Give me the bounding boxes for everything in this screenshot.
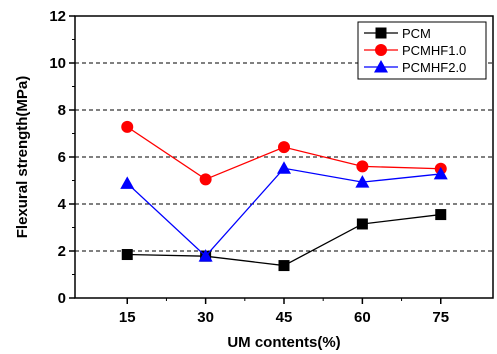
series-line [126,167,441,258]
axis-ticks: 0 2 4 6 8 10 12 15 30 45 60 75 [49,8,449,326]
legend-label: PCMHF1.0 [402,43,466,58]
data-point [356,218,368,230]
y-tick-label: 2 [58,243,66,260]
data-point [433,166,448,180]
data-point [355,175,370,188]
series-pcmhf2-0 [120,161,448,262]
legend: PCM PCMHF1.0 PCMHF2.0 [357,21,487,80]
data-point [278,260,290,272]
legend-marker [375,27,387,39]
y-tick-label: 10 [49,55,66,72]
series-layer [120,120,448,272]
legend-label: PCM [402,26,431,41]
data-point [277,161,291,174]
data-point [198,249,213,262]
x-axis-title: UM contents(%) [227,334,340,351]
x-tick-label: 75 [432,309,449,326]
y-axis-title: Flexural strength(MPa) [14,76,31,239]
data-point [121,249,133,261]
legend-marker [374,60,388,73]
series-pcm [121,209,447,272]
series-line [127,213,441,267]
grid-lines [75,62,493,252]
x-tick-label: 45 [276,309,293,326]
legend-label: PCMHF2.0 [402,60,466,75]
y-tick-label: 12 [49,8,66,25]
legend-marker [375,44,387,56]
y-tick-label: 6 [58,149,66,166]
x-tick-label: 15 [119,309,136,326]
x-tick-label: 60 [354,309,371,326]
data-point [120,176,135,189]
data-point [356,160,369,173]
legend-item: PCM [364,26,431,41]
legend-item: PCMHF1.0 [364,43,466,58]
y-tick-label: 8 [58,102,66,119]
x-tick-label: 30 [197,309,214,326]
data-point [121,120,134,133]
data-point [278,141,290,154]
series-pcmhf1-0 [121,120,447,186]
data-point [199,173,212,186]
y-tick-label: 0 [58,290,66,307]
legend-item: PCMHF2.0 [364,60,466,75]
y-tick-label: 4 [58,196,67,213]
data-point [435,209,447,221]
